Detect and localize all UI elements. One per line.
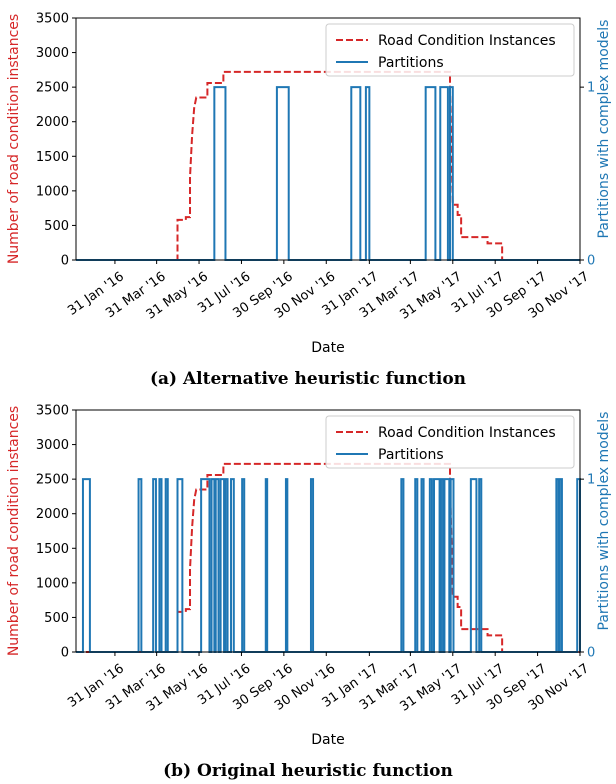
legend: Road Condition Instances Partitions <box>325 415 575 469</box>
y-tick-label: 500 <box>44 611 69 626</box>
y-tick-label: 1000 <box>36 576 69 591</box>
y-tick-label: 500 <box>44 219 69 234</box>
legend: Road Condition Instances Partitions <box>325 23 575 77</box>
legend-partitions-label: Partitions <box>378 55 444 71</box>
road-condition-series-line <box>76 462 580 653</box>
y-tick-label: 2500 <box>36 81 69 96</box>
x-axis-title: Date <box>311 340 344 356</box>
partitions-series-line <box>76 86 580 261</box>
y-tick-label: 2000 <box>36 507 69 522</box>
legend-box <box>325 23 575 77</box>
right-y-tick-label: 1 <box>587 81 595 96</box>
panel-caption: (a) Alternative heuristic function <box>150 369 466 389</box>
right-y-axis-title: Partitions with complex models <box>596 412 612 631</box>
y-tick-label: 1500 <box>36 150 69 165</box>
legend-road-label: Road Condition Instances <box>378 33 556 49</box>
partitions-series-line <box>76 478 581 653</box>
left-y-axis-title: Number of road condition instances <box>6 14 22 264</box>
y-tick-label: 1000 <box>36 184 69 199</box>
right-y-tick-label: 0 <box>587 646 595 661</box>
plot-frame <box>75 17 581 261</box>
y-tick-label: 3000 <box>36 438 69 453</box>
legend-box <box>325 415 575 469</box>
right-y-tick-label: 0 <box>587 254 595 269</box>
plot-frame <box>75 409 581 653</box>
road-condition-series-line <box>76 70 580 261</box>
left-y-axis-title: Number of road condition instances <box>6 406 22 656</box>
y-tick-label: 2500 <box>36 473 69 488</box>
y-tick-label: 1500 <box>36 542 69 557</box>
y-tick-label: 3500 <box>36 12 69 27</box>
y-tick-label: 3500 <box>36 404 69 419</box>
y-tick-label: 0 <box>61 254 69 269</box>
legend-partitions-label: Partitions <box>378 447 444 463</box>
y-tick-label: 3000 <box>36 46 69 61</box>
x-axis-title: Date <box>311 732 344 748</box>
y-tick-label: 2000 <box>36 115 69 130</box>
right-y-tick-label: 1 <box>587 473 595 488</box>
panel-caption: (b) Original heuristic function <box>163 761 453 781</box>
y-tick-label: 0 <box>61 646 69 661</box>
legend-road-label: Road Condition Instances <box>378 425 556 441</box>
right-y-axis-title: Partitions with complex models <box>596 20 612 239</box>
